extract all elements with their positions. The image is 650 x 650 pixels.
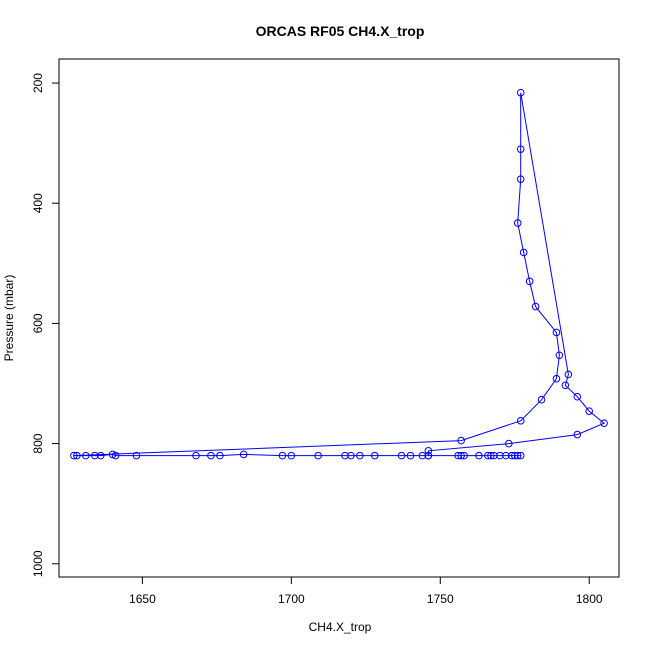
data-point xyxy=(108,450,117,459)
data-point xyxy=(70,451,78,460)
data-point xyxy=(537,395,546,404)
data-point xyxy=(513,451,522,460)
data-point xyxy=(552,374,561,383)
data-point xyxy=(531,302,540,311)
data-point xyxy=(507,451,516,460)
y-tick-label: 600 xyxy=(31,313,45,333)
data-point xyxy=(573,430,582,439)
data-point xyxy=(90,451,99,460)
data-point xyxy=(561,381,570,390)
data-point xyxy=(370,451,379,460)
data-point xyxy=(424,451,433,460)
plot-frame xyxy=(58,58,620,578)
data-point xyxy=(585,407,594,415)
x-tick-label: 1700 xyxy=(278,592,305,606)
data-point xyxy=(513,219,522,227)
x-tick-label: 1650 xyxy=(129,592,156,606)
x-axis-label: CH4.X_trop xyxy=(309,620,372,634)
y-tick-label: 200 xyxy=(31,73,45,93)
data-point xyxy=(516,416,525,425)
data-point xyxy=(96,451,105,460)
data-point xyxy=(278,451,287,460)
data-point xyxy=(424,447,433,455)
chart-title: ORCAS RF05 CH4.X_trop xyxy=(256,23,425,39)
data-point xyxy=(475,451,483,460)
data-point xyxy=(555,351,564,360)
data-point xyxy=(457,436,465,445)
data-point xyxy=(82,451,90,460)
data-point xyxy=(341,451,349,460)
data-point xyxy=(192,451,200,460)
y-tick-label: 1000 xyxy=(31,550,45,577)
data-point xyxy=(356,451,364,460)
data-point xyxy=(490,451,498,460)
x-tick-label: 1750 xyxy=(427,592,454,606)
data-point xyxy=(347,451,355,460)
data-point xyxy=(516,451,525,460)
data-point xyxy=(207,451,215,460)
data-point xyxy=(239,450,248,459)
y-axis: 200 400 600 800 1000 xyxy=(31,73,59,577)
data-point xyxy=(73,451,81,460)
data-point xyxy=(460,451,468,460)
y-tick-label: 400 xyxy=(31,193,45,213)
y-tick-label: 800 xyxy=(31,433,45,453)
x-axis: 1650 1700 1750 1800 xyxy=(129,577,603,606)
series-line xyxy=(73,92,606,457)
data-point xyxy=(504,439,513,448)
data-point xyxy=(525,277,534,286)
data-point xyxy=(510,451,519,460)
data-point xyxy=(502,451,510,460)
data-point xyxy=(132,451,141,460)
data-point xyxy=(552,328,561,337)
data-point xyxy=(484,451,492,460)
x-tick-label: 1800 xyxy=(576,592,603,606)
data-point xyxy=(519,248,528,257)
data-point xyxy=(496,451,504,460)
data-point xyxy=(564,370,573,379)
data-point xyxy=(457,451,465,460)
data-point xyxy=(516,88,525,97)
data-point xyxy=(600,419,608,427)
series-markers xyxy=(70,88,608,460)
data-point xyxy=(287,451,296,460)
data-point xyxy=(516,145,525,153)
data-point xyxy=(314,451,322,460)
y-axis-label: Pressure (mbar) xyxy=(2,275,16,362)
data-point xyxy=(573,392,582,401)
data-point xyxy=(516,175,525,183)
data-point xyxy=(454,451,462,460)
data-point xyxy=(406,451,415,460)
data-point xyxy=(397,451,406,460)
data-point xyxy=(216,451,224,460)
data-point xyxy=(418,451,427,460)
data-point xyxy=(487,451,495,460)
